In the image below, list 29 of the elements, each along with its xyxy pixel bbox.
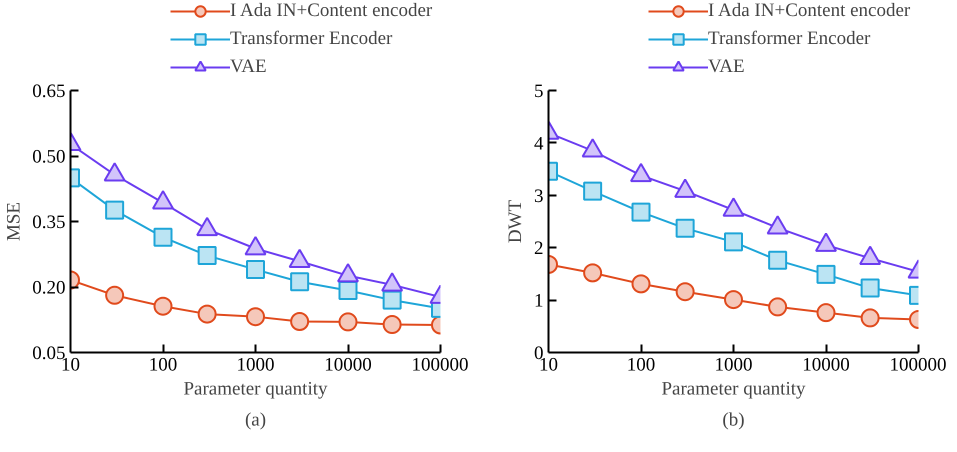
- y-tick-label: 0.35: [32, 212, 66, 233]
- y-tick-label: 4: [534, 133, 544, 154]
- x-tick-label: 100: [626, 354, 656, 376]
- text: (a): [244, 410, 266, 430]
- x-tick-label: 100: [148, 354, 178, 376]
- y-tick-label: 2: [534, 238, 544, 260]
- legend-label: I Ada IN+Content encoder: [708, 0, 910, 23]
- x-axis-title: Parameter quantity: [661, 378, 806, 400]
- x-tick-label: 100000: [412, 354, 468, 376]
- y-tick-label: 0.20: [32, 278, 66, 298]
- x-tick-label: 100000: [890, 354, 946, 376]
- y-axis-title: MSE: [3, 202, 24, 242]
- y-tick-label: 0.50: [32, 146, 66, 168]
- x-tick-label: 1000: [714, 354, 752, 376]
- y-axis-title: DWT: [505, 199, 526, 244]
- x-axis-title: Parameter quantity: [183, 378, 328, 400]
- legend-label: VAE: [708, 55, 745, 79]
- x-tick-label: 10000: [802, 354, 850, 376]
- legend-label: VAE: [230, 55, 267, 79]
- y-tick-label: 0.65: [32, 81, 66, 102]
- legend-label: I Ada IN+Content encoder: [230, 0, 432, 23]
- legend-label: Transformer Encoder: [708, 27, 870, 51]
- text: (b): [722, 410, 745, 430]
- y-tick-label: 1: [534, 290, 544, 312]
- y-tick-label: 5: [534, 81, 544, 102]
- legend-label: Transformer Encoder: [230, 27, 392, 51]
- y-tick-label: 3: [534, 186, 544, 207]
- x-tick-label: 1000: [236, 354, 274, 376]
- x-tick-label: 10000: [324, 354, 372, 376]
